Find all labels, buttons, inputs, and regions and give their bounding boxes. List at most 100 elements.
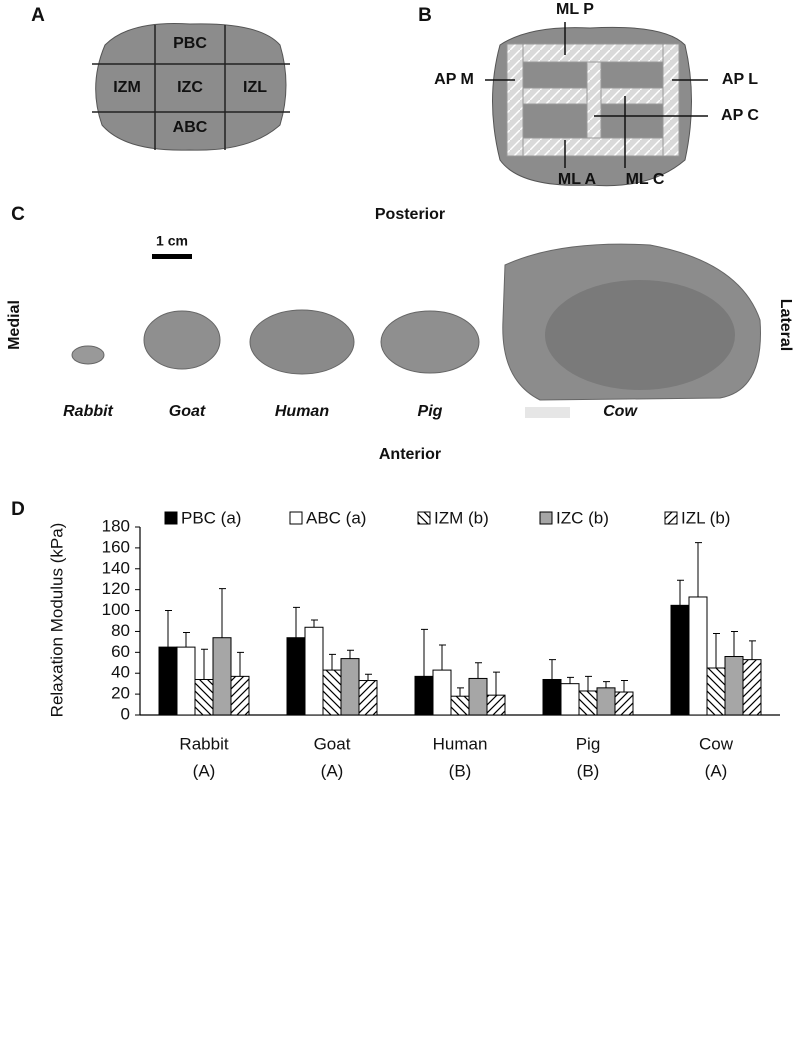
error-bar xyxy=(183,631,190,648)
error-bar xyxy=(621,680,628,693)
x-tick-label: Human xyxy=(433,734,488,753)
x-tick-label: Rabbit xyxy=(179,734,228,753)
error-bar xyxy=(493,671,500,696)
error-bar xyxy=(421,628,428,677)
bar xyxy=(614,691,634,716)
bar xyxy=(468,677,488,716)
y-tick-label: 20 xyxy=(111,684,130,703)
bar-chart: 020 40 60 80 100 120 140 160 180 PBC (a) ABC (a) IZ… xyxy=(102,508,780,780)
legend-swatch xyxy=(664,511,678,525)
bar xyxy=(688,596,708,716)
panel-label: B xyxy=(418,5,432,26)
measurement-strips xyxy=(506,43,680,157)
bar xyxy=(542,678,562,716)
region-label: IZM xyxy=(113,79,141,96)
panel-label: A xyxy=(31,5,45,26)
x-group-label: (A) xyxy=(193,761,216,780)
region-grid xyxy=(92,25,290,150)
bar xyxy=(432,669,452,716)
region-label: ML C xyxy=(626,171,665,188)
error-bar xyxy=(585,675,592,691)
bar xyxy=(158,646,178,716)
bar xyxy=(194,678,214,716)
bar xyxy=(596,687,616,716)
direction-label: Posterior xyxy=(375,206,445,223)
error-bar xyxy=(237,651,244,677)
x-group-label: (B) xyxy=(449,761,472,780)
y-tick-label: 120 xyxy=(102,579,130,598)
y-tick-label: 40 xyxy=(111,663,130,682)
direction-label: Lateral xyxy=(777,299,794,351)
error-bar xyxy=(475,662,482,679)
y-tick-label: 0 xyxy=(121,704,130,723)
error-bar xyxy=(731,630,738,657)
region-label: AP C xyxy=(721,107,759,124)
error-bar xyxy=(567,676,574,684)
scale-bar xyxy=(152,254,192,259)
y-tick-label: 140 xyxy=(102,558,130,577)
legend-swatch xyxy=(164,511,178,525)
region-label: ML A xyxy=(558,171,597,188)
region-label: IZC xyxy=(177,79,203,96)
panel-label: D xyxy=(11,499,25,520)
error-bar xyxy=(695,542,702,597)
bar xyxy=(358,680,378,716)
species-label: Human xyxy=(275,403,329,420)
leader-lines xyxy=(485,22,708,168)
bar xyxy=(212,637,232,716)
x-tick-label: Goat xyxy=(314,734,351,753)
error-bar xyxy=(549,659,556,680)
specimen-photo xyxy=(545,280,735,390)
species-label: Rabbit xyxy=(63,403,113,420)
specimen-photo xyxy=(95,22,287,151)
direction-label: Medial xyxy=(6,300,23,350)
region-label: ABC xyxy=(173,119,208,136)
legend-swatch xyxy=(417,511,431,525)
y-tick-label: 180 xyxy=(102,516,130,535)
bar xyxy=(670,604,690,716)
bar xyxy=(304,626,324,716)
species-label: Goat xyxy=(169,403,206,420)
error-bar xyxy=(677,579,684,606)
bar xyxy=(724,656,744,716)
bar xyxy=(486,694,506,716)
legend-label: IZM (b) xyxy=(434,508,489,527)
region-label: AP L xyxy=(722,71,758,88)
x-group-label: (A) xyxy=(321,761,344,780)
error-bar xyxy=(329,653,336,671)
bar xyxy=(450,695,470,716)
species-label: Pig xyxy=(418,403,443,420)
direction-label: Anterior xyxy=(379,446,441,463)
bar xyxy=(230,675,250,716)
error-bar xyxy=(311,619,318,628)
y-tick-label: 60 xyxy=(111,642,130,661)
legend-label: IZC (b) xyxy=(556,508,609,527)
error-bar xyxy=(603,681,610,688)
scale-label: 1 cm xyxy=(156,233,188,249)
bar xyxy=(322,669,342,716)
bar xyxy=(176,646,196,716)
bar xyxy=(286,637,306,716)
error-bar xyxy=(201,648,208,680)
y-tick-label: 160 xyxy=(102,537,130,556)
region-label: PBC xyxy=(173,35,207,52)
bar xyxy=(742,659,762,716)
y-tick-label: 80 xyxy=(111,621,130,640)
y-tick-label: 100 xyxy=(102,600,130,619)
error-bar xyxy=(165,610,172,648)
bar xyxy=(560,683,580,716)
photo-artifact xyxy=(525,407,570,418)
error-bar xyxy=(457,687,464,697)
specimen-photo xyxy=(380,310,480,374)
region-label: AP M xyxy=(434,71,474,88)
specimen-photo xyxy=(71,345,105,365)
species-label: Cow xyxy=(603,403,638,420)
x-group-label: (A) xyxy=(705,761,728,780)
y-axis-title: Relaxation Modulus (kPa) xyxy=(47,523,66,718)
bar xyxy=(414,675,434,716)
x-tick-label: Pig xyxy=(576,734,601,753)
error-bar xyxy=(219,588,226,638)
specimen-photo xyxy=(143,310,221,370)
panel-label: C xyxy=(11,204,25,225)
